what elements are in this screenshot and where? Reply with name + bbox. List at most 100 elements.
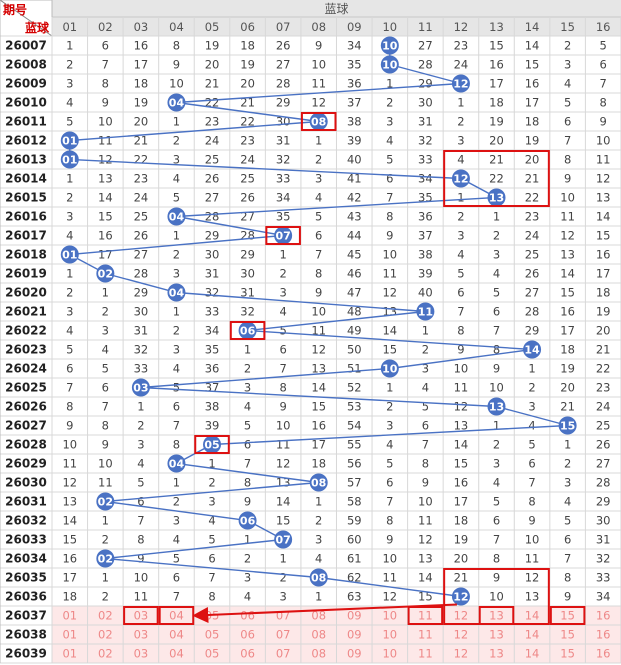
cell-value: 14 bbox=[596, 210, 611, 224]
cell-value: 27 bbox=[205, 191, 220, 205]
cell-value: 54 bbox=[347, 419, 362, 433]
cell-value: 10 bbox=[311, 305, 326, 319]
cell-value: 38 bbox=[418, 248, 433, 262]
cell-value: 8 bbox=[173, 39, 180, 53]
cell-value: 8 bbox=[457, 324, 464, 338]
cell-value: 28 bbox=[596, 476, 611, 490]
cell-value: 28 bbox=[525, 305, 540, 319]
cell-value: 15 bbox=[560, 286, 575, 300]
cell-value: 24 bbox=[596, 400, 611, 414]
cell-value: 26 bbox=[240, 191, 255, 205]
cell-value: 29 bbox=[418, 77, 433, 91]
cell-value: 21 bbox=[560, 400, 575, 414]
cell-value: 11 bbox=[596, 153, 611, 167]
cell-value: 8 bbox=[493, 343, 500, 357]
cell-value: 14 bbox=[62, 514, 77, 528]
predict-cell: 15 bbox=[560, 628, 575, 642]
cell-value: 38 bbox=[205, 400, 220, 414]
cell-value: 1 bbox=[244, 343, 251, 357]
predict-cell: 07 bbox=[276, 628, 291, 642]
cell-value: 4 bbox=[208, 514, 215, 528]
cell-value: 10 bbox=[418, 495, 433, 509]
cell-value: 6 bbox=[173, 400, 180, 414]
period-label: 26037 bbox=[5, 609, 47, 623]
predict-cell: 09 bbox=[347, 647, 362, 661]
cell-value: 6 bbox=[564, 533, 571, 547]
cell-value: 14 bbox=[98, 191, 113, 205]
cell-value: 26 bbox=[205, 172, 220, 186]
period-label: 26017 bbox=[5, 229, 47, 243]
cell-value: 24 bbox=[134, 191, 149, 205]
cell-value: 29 bbox=[240, 248, 255, 262]
cell-value: 51 bbox=[347, 362, 362, 376]
cell-value: 13 bbox=[276, 476, 291, 490]
cell-value: 15 bbox=[489, 39, 504, 53]
column-header: 05 bbox=[205, 20, 220, 34]
predict-cell: 13 bbox=[489, 647, 504, 661]
corner-top-label: 期号 bbox=[3, 2, 27, 17]
cell-value: 15 bbox=[418, 590, 433, 604]
predict-cell: 05 bbox=[205, 647, 220, 661]
cell-value: 62 bbox=[347, 571, 362, 585]
cell-value: 17 bbox=[311, 438, 326, 452]
cell-value: 5 bbox=[137, 476, 144, 490]
cell-value: 48 bbox=[347, 305, 362, 319]
cell-value: 4 bbox=[244, 400, 251, 414]
cell-value: 18 bbox=[311, 457, 326, 471]
cell-value: 56 bbox=[347, 457, 362, 471]
cell-value: 12 bbox=[98, 153, 113, 167]
cell-value: 5 bbox=[173, 381, 180, 395]
period-label: 26020 bbox=[5, 286, 47, 300]
predict-cell: 06 bbox=[240, 647, 255, 661]
cell-value: 30 bbox=[205, 248, 220, 262]
predict-cell: 04 bbox=[169, 628, 184, 642]
cell-value: 24 bbox=[205, 134, 220, 148]
cell-value: 1 bbox=[279, 552, 286, 566]
cell-value: 31 bbox=[240, 286, 255, 300]
cell-value: 4 bbox=[66, 229, 73, 243]
cell-value: 3 bbox=[244, 571, 251, 585]
cell-value: 4 bbox=[564, 77, 571, 91]
cell-value: 8 bbox=[173, 438, 180, 452]
cell-value: 5 bbox=[457, 267, 464, 281]
cell-value: 19 bbox=[596, 305, 611, 319]
period-label: 26015 bbox=[5, 191, 47, 205]
cell-value: 5 bbox=[279, 324, 286, 338]
cell-value: 6 bbox=[386, 172, 393, 186]
cell-value: 17 bbox=[454, 495, 469, 509]
cell-value: 4 bbox=[173, 172, 180, 186]
predict-cell: 08 bbox=[311, 609, 326, 623]
cell-value: 1 bbox=[386, 77, 393, 91]
predict-cell: 09 bbox=[347, 628, 362, 642]
period-label: 26031 bbox=[5, 495, 47, 509]
cell-value: 15 bbox=[311, 400, 326, 414]
period-label: 26022 bbox=[5, 324, 47, 338]
cell-value: 8 bbox=[315, 267, 322, 281]
cell-value: 2 bbox=[386, 96, 393, 110]
cell-value: 9 bbox=[493, 571, 500, 585]
cell-value: 3 bbox=[102, 324, 109, 338]
cell-value: 5 bbox=[493, 495, 500, 509]
cell-value: 5 bbox=[315, 210, 322, 224]
corner-diagonal bbox=[0, 0, 53, 37]
cell-value: 12 bbox=[311, 343, 326, 357]
cell-value: 12 bbox=[525, 571, 540, 585]
cell-value: 33 bbox=[596, 571, 611, 585]
cell-value: 41 bbox=[347, 172, 362, 186]
cell-value: 21 bbox=[134, 134, 149, 148]
cell-value: 4 bbox=[137, 457, 144, 471]
cell-value: 4 bbox=[457, 248, 464, 262]
cell-value: 6 bbox=[600, 58, 607, 72]
cell-value: 24 bbox=[454, 58, 469, 72]
cell-value: 12 bbox=[560, 229, 575, 243]
cell-value: 25 bbox=[596, 419, 611, 433]
cell-value: 3 bbox=[564, 58, 571, 72]
cell-value: 8 bbox=[66, 400, 73, 414]
period-label: 26027 bbox=[5, 419, 47, 433]
cell-value: 23 bbox=[134, 172, 149, 186]
cell-value: 18 bbox=[525, 115, 540, 129]
cell-value: 5 bbox=[208, 533, 215, 547]
cell-value: 8 bbox=[386, 210, 393, 224]
cell-value: 20 bbox=[240, 77, 255, 91]
